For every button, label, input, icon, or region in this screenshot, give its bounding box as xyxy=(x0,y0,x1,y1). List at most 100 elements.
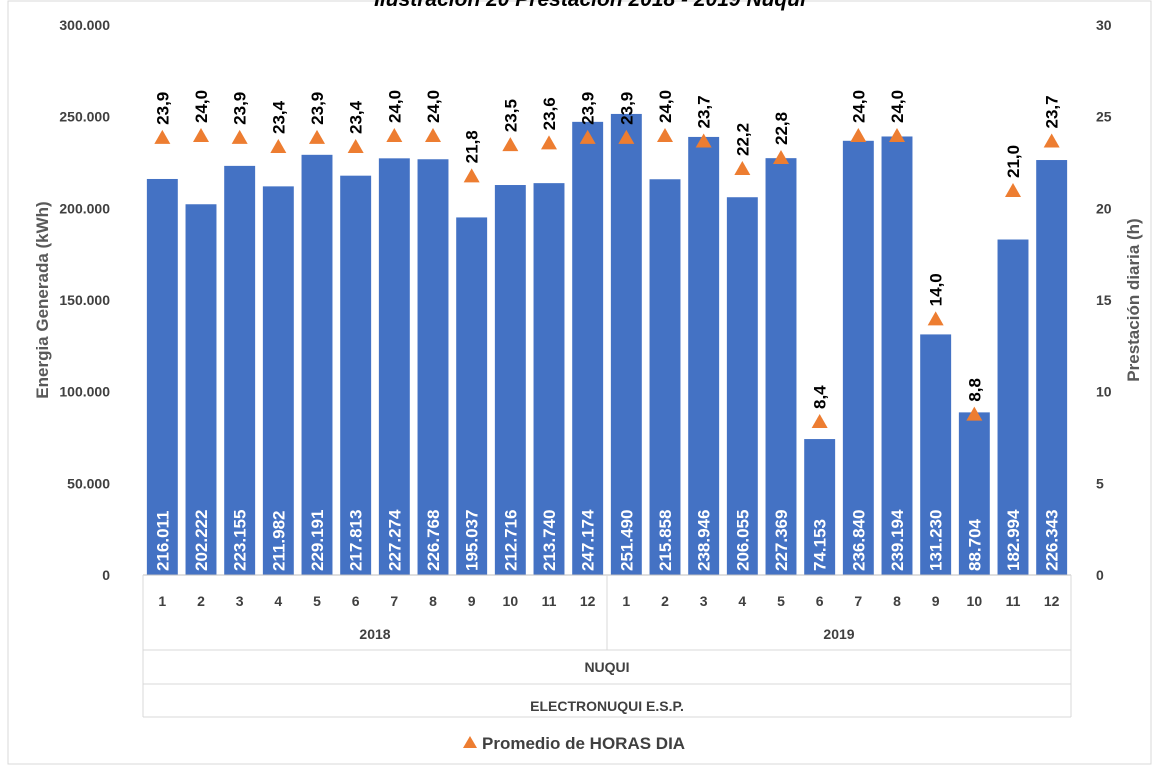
bar xyxy=(842,140,874,575)
marker-triangle xyxy=(154,129,171,144)
bar xyxy=(301,154,333,575)
x-tick-label: 9 xyxy=(468,593,476,609)
category-groups: 2018 2019 NUQUI ELECTRONUQUI E.S.P. xyxy=(142,575,1072,718)
y2-tick-label: 25 xyxy=(1096,109,1112,125)
chart-title: Ilustración 20 Prestación 2018 - 2019 Nu… xyxy=(374,0,809,11)
x-tick-label: 4 xyxy=(274,593,282,609)
bar-value-label: 239.194 xyxy=(888,509,907,571)
x-tick-label: 3 xyxy=(236,593,244,609)
y2-tick-label: 0 xyxy=(1096,567,1104,583)
x-axis: 1 2 3 4 5 6 7 8 9 10 11 12 1 2 3 4 5 6 7 8 9 10 11 12 xyxy=(143,574,1071,609)
bar xyxy=(920,334,952,575)
marker-triangle xyxy=(734,161,751,175)
marker-label-group: 23,9 24,0 23,9 23,4 23,9 23,4 24,0 24,0 21,8 23,5… xyxy=(153,90,1061,409)
marker-value-label: 23,9 xyxy=(153,92,172,125)
marker-value-label: 24,0 xyxy=(888,90,907,123)
y-tick-label: 250.000 xyxy=(59,109,110,125)
y-tick-label: 0 xyxy=(102,567,110,583)
bar xyxy=(881,136,913,575)
legend-triangle-icon xyxy=(463,736,477,748)
y-axis-ticks: 0 50.000 100.000 150.000 200.000 250.000 300.0… xyxy=(59,17,110,583)
bar xyxy=(688,136,720,576)
y2-tick-label: 30 xyxy=(1096,17,1112,33)
bar-label-group: 216.011 202.222 223.155 211.982 229.191 217.8… xyxy=(153,509,1061,571)
marker-triangle xyxy=(966,406,983,421)
y2-axis-title: Prestación diaria (h) xyxy=(1124,218,1143,381)
bar xyxy=(1036,160,1068,575)
y-tick-label: 150.000 xyxy=(59,292,110,308)
marker-triangle xyxy=(309,129,325,144)
marker-value-label: 23,4 xyxy=(347,100,366,134)
marker-value-label: 21,8 xyxy=(463,130,482,163)
bar-value-label: 226.768 xyxy=(424,510,443,571)
x-tick-label: 4 xyxy=(738,593,746,609)
bar xyxy=(804,439,836,575)
legend-label: Promedio de HORAS DIA xyxy=(482,734,685,753)
bar xyxy=(185,204,217,575)
bar xyxy=(224,165,256,575)
bar xyxy=(572,121,604,576)
x-tick-label: 1 xyxy=(622,593,630,609)
x-tick-label: 2 xyxy=(197,593,205,609)
x-tick-label: 8 xyxy=(429,593,437,609)
marker-triangle xyxy=(618,129,635,144)
year-group-label: 2018 xyxy=(359,626,390,642)
marker-value-label: 8,8 xyxy=(965,378,984,402)
bar-value-label: 215.858 xyxy=(656,510,675,571)
y2-tick-label: 20 xyxy=(1096,200,1112,216)
bar-value-label: 216.011 xyxy=(153,510,172,571)
bar xyxy=(765,158,797,575)
marker-value-label: 24,0 xyxy=(385,90,404,123)
x-tick-label: 5 xyxy=(777,593,785,609)
bar xyxy=(494,185,526,575)
marker-triangle xyxy=(502,137,519,152)
marker-triangle xyxy=(463,168,480,183)
bar-series xyxy=(146,113,1068,576)
bar xyxy=(340,175,372,576)
marker-triangle xyxy=(850,128,867,142)
marker-value-label: 23,7 xyxy=(1043,95,1062,128)
marker-triangle xyxy=(541,135,557,150)
x-tick-label: 12 xyxy=(580,593,596,609)
bar-value-label: 213.740 xyxy=(540,510,559,571)
x-tick-label: 7 xyxy=(854,593,862,609)
bar-value-label: 238.946 xyxy=(695,510,714,571)
marker-value-label: 14,0 xyxy=(927,273,946,306)
marker-value-label: 23,9 xyxy=(579,92,598,125)
y2-axis-ticks: 0 5 10 15 20 25 30 xyxy=(1096,17,1112,583)
marker-value-label: 23,6 xyxy=(540,97,559,130)
marker-triangle xyxy=(695,133,712,148)
bar xyxy=(456,217,488,575)
bar-value-label: 211.982 xyxy=(269,510,288,571)
marker-value-label: 24,0 xyxy=(849,90,868,123)
bar-value-label: 236.840 xyxy=(849,510,868,571)
y2-tick-label: 10 xyxy=(1096,384,1112,400)
bar xyxy=(417,159,449,575)
marker-value-label: 22,8 xyxy=(772,112,791,145)
marker-triangle xyxy=(657,128,673,142)
x-tick-label: 2 xyxy=(661,593,669,609)
x-tick-label: 12 xyxy=(1044,593,1060,609)
bar xyxy=(533,183,565,576)
bar-value-label: 212.716 xyxy=(501,510,520,571)
marker-value-label: 23,7 xyxy=(695,95,714,128)
marker-value-label: 23,9 xyxy=(231,92,250,125)
x-tick-label: 9 xyxy=(932,593,940,609)
x-tick-label: 6 xyxy=(816,593,824,609)
marker-triangle xyxy=(386,128,403,142)
bar-value-label: 229.191 xyxy=(308,510,327,571)
y-tick-label: 200.000 xyxy=(59,200,110,216)
bar xyxy=(958,412,990,575)
legend: Promedio de HORAS DIA xyxy=(463,734,685,753)
marker-value-label: 23,9 xyxy=(308,92,327,125)
x-tick-label: 5 xyxy=(313,593,321,609)
marker-triangle xyxy=(889,128,905,142)
marker-value-label: 24,0 xyxy=(656,90,675,123)
bar-value-label: 74.153 xyxy=(811,519,830,571)
x-tick-label: 10 xyxy=(967,593,983,609)
marker-triangle xyxy=(773,150,789,164)
bar-value-label: 217.813 xyxy=(347,510,366,571)
marker-value-label: 21,0 xyxy=(1004,145,1023,178)
marker-value-label: 24,0 xyxy=(192,90,211,123)
